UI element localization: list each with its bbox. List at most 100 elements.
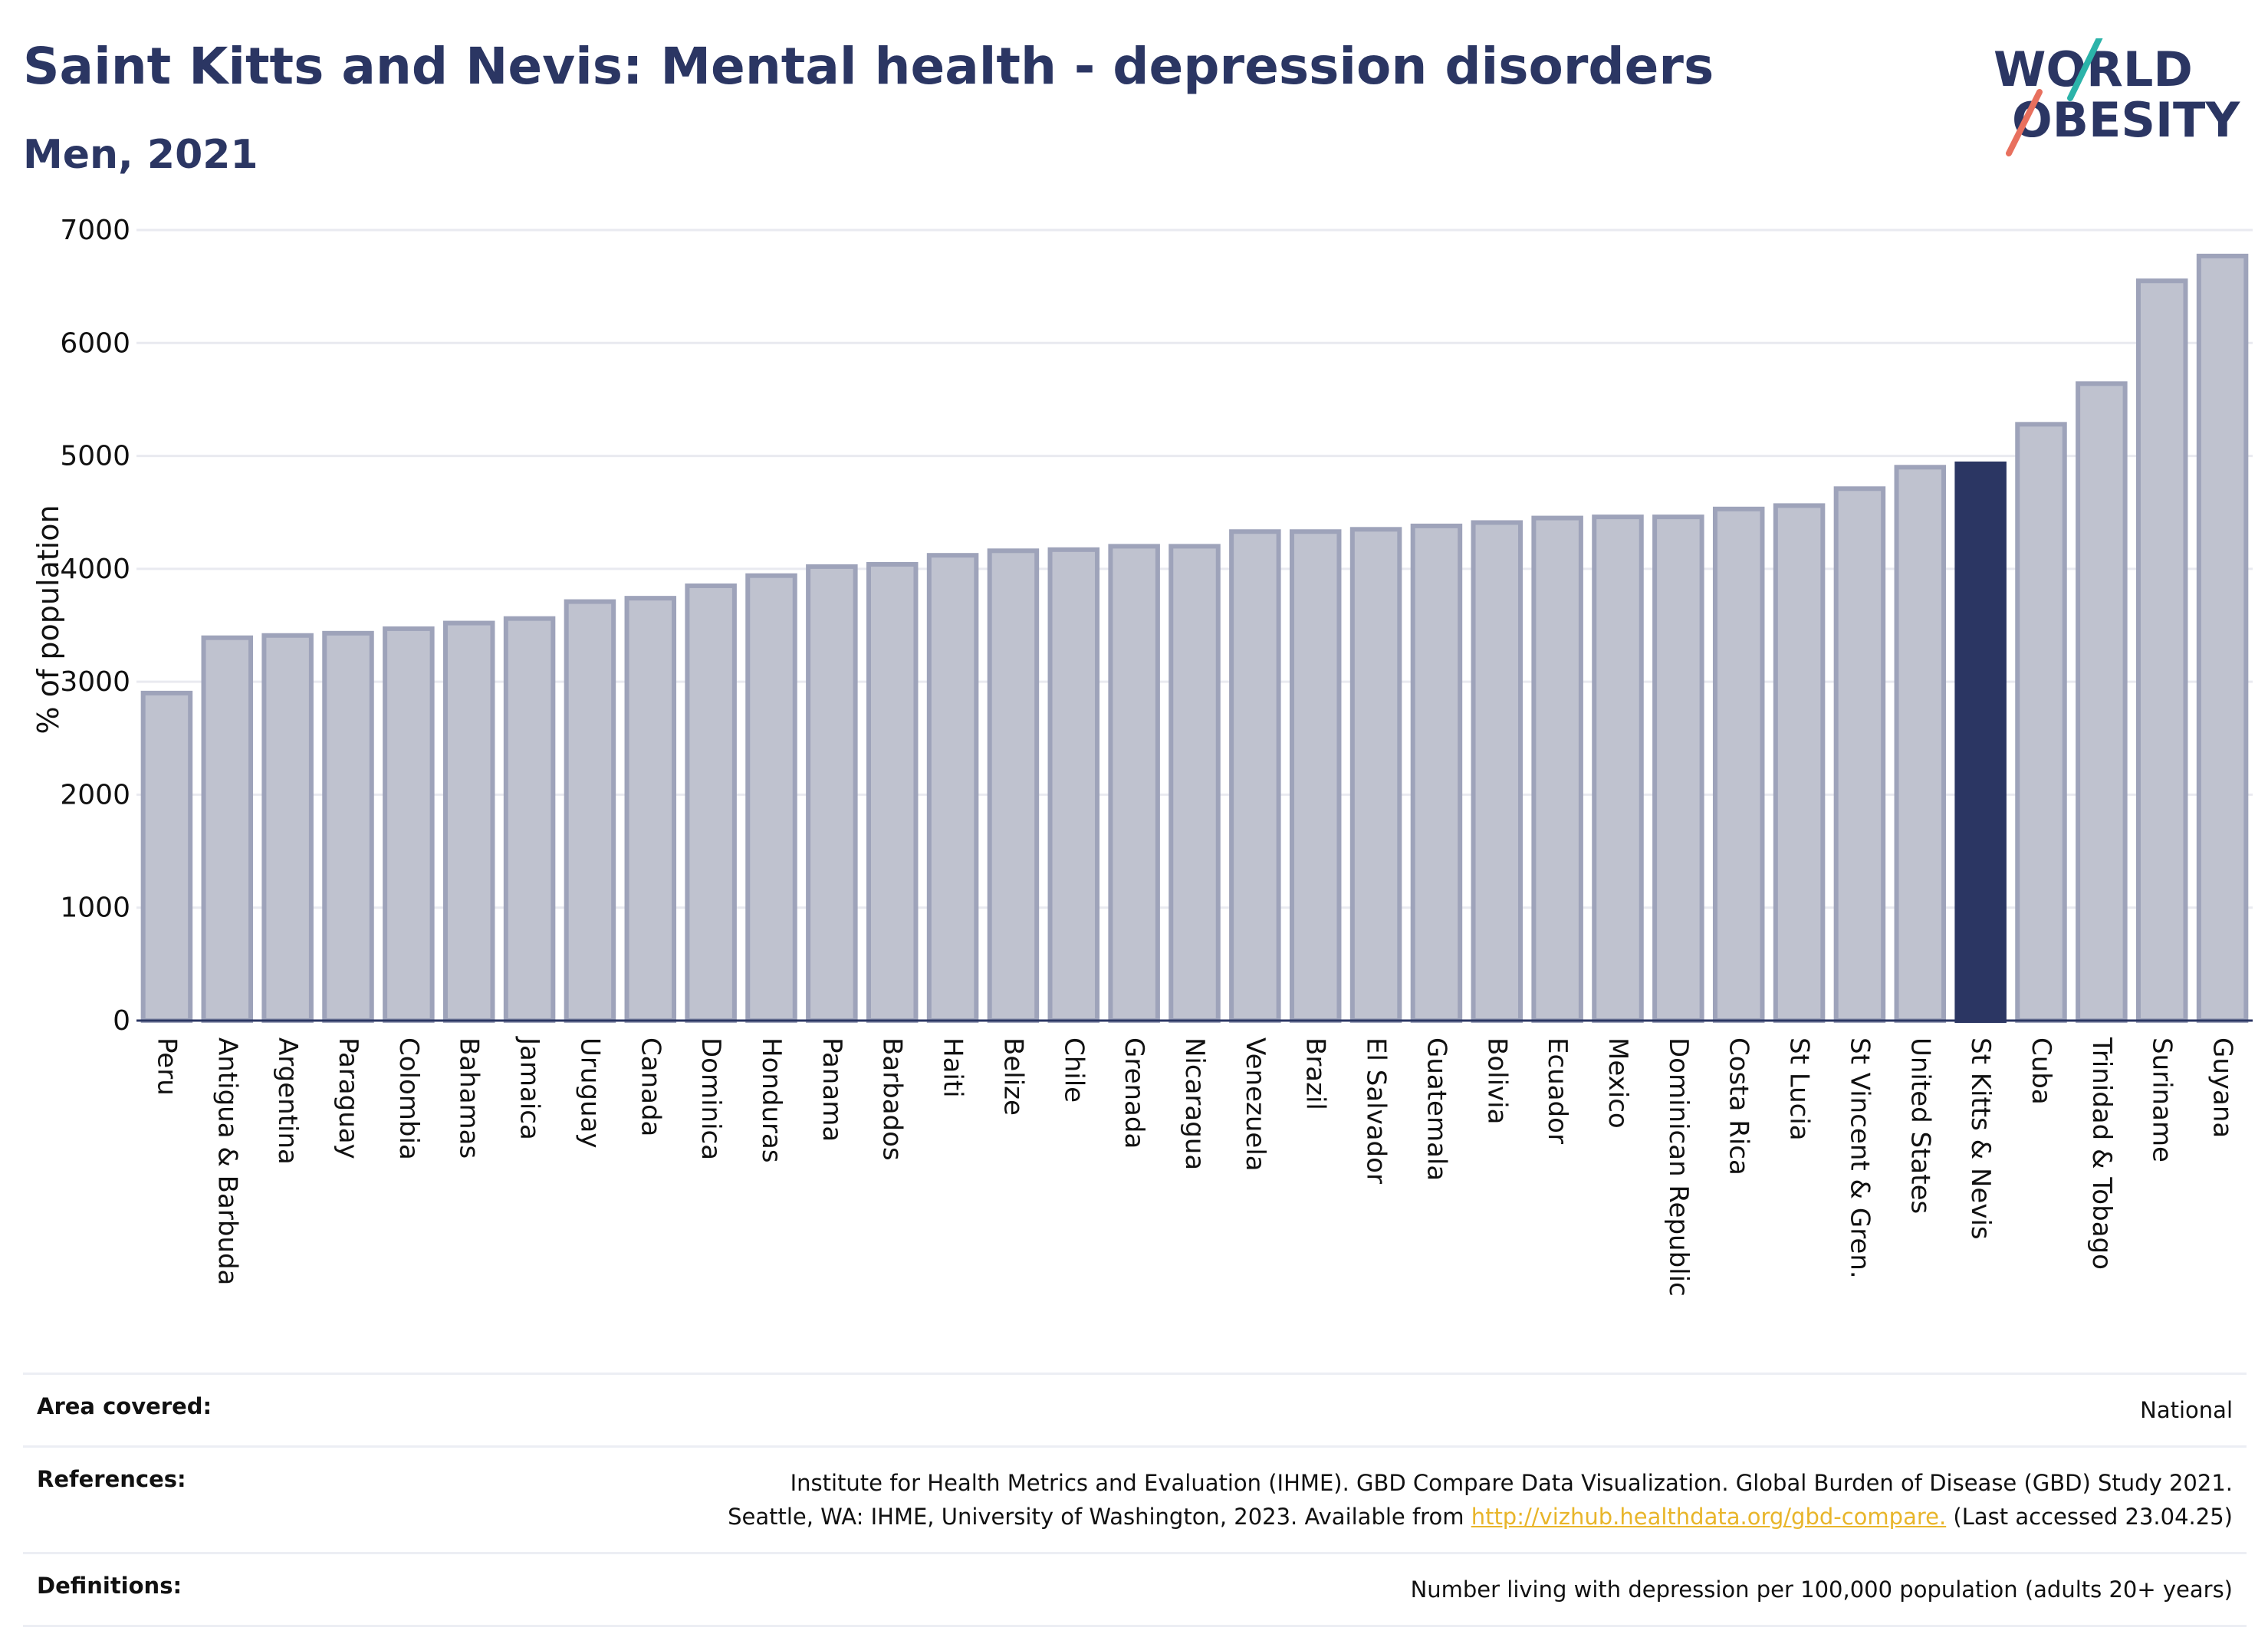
x-tick-label: Bolivia [1481,1037,1512,1124]
x-tick-label: Belize [998,1037,1028,1116]
x-tick-label: Costa Rica [1724,1037,1754,1175]
y-tick-label: 4000 [60,554,130,585]
bar [1712,506,1765,1023]
bar [1108,544,1160,1023]
x-tick-label: St Lucia [1784,1037,1815,1141]
bar [685,583,737,1023]
x-tick-label: Cuba [2026,1037,2056,1105]
x-tick-label: Nicaragua [1179,1037,1210,1170]
x-tick-label: Bahamas [454,1037,485,1159]
bar [624,596,677,1023]
references-link[interactable]: http://vizhub.healthdata.org/gbd-compare… [1471,1504,1947,1530]
x-tick-label: Peru [151,1037,182,1096]
bar [1169,544,1221,1023]
x-tick-label: Mexico [1602,1037,1633,1129]
bar [1894,465,1947,1023]
y-tick-label: 7000 [60,215,130,246]
bar [866,561,919,1023]
area-value: National [2140,1397,2233,1423]
x-tick-label: Suriname [2147,1037,2178,1162]
bars [140,253,2249,1024]
x-tick-label: Haiti [938,1037,968,1098]
bar [2135,278,2188,1023]
bar [926,553,979,1023]
x-tick-label: Dominica [695,1037,726,1160]
bar [564,599,616,1023]
y-tick-label: 0 [113,1005,130,1037]
references-line1: Institute for Health Metrics and Evaluat… [790,1470,2233,1496]
bar [2076,381,2128,1023]
bar [1471,520,1524,1023]
bar [322,630,374,1023]
bar [1652,515,1704,1023]
info-row-definitions: Definitions: Number living with depressi… [23,1552,2247,1627]
bar [1531,515,1583,1023]
x-tick-label: Brazil [1300,1037,1331,1110]
x-tick-label: Argentina [272,1037,303,1165]
bar [261,633,314,1024]
y-ticks: 0 1000 2000 3000 4000 5000 6000 7000 [60,215,130,1037]
references-label: References: [37,1466,186,1492]
definitions-label: Definitions: [37,1573,182,1599]
info-row-area: Area covered: National [23,1373,2247,1445]
bar [1773,503,1826,1023]
definitions-value: Number living with depression per 100,00… [1410,1576,2233,1603]
bar [745,573,797,1023]
logo-slash-coral-icon [2006,89,2043,156]
bar-highlight [1954,461,2007,1023]
y-tick-label: 2000 [60,779,130,810]
x-tick-label: Paraguay [333,1037,363,1159]
bar [1289,529,1342,1023]
bar [806,564,858,1023]
x-tick-label: Antigua & Barbuda [212,1037,242,1285]
references-value: Institute for Health Metrics and Evaluat… [728,1466,2233,1534]
x-tick-label: St Kitts & Nevis [1965,1037,1996,1240]
y-axis-title: % of population [31,505,65,734]
y-tick-label: 3000 [60,666,130,698]
references-line2-pre: Seattle, WA: IHME, University of Washing… [728,1504,1471,1530]
x-tick-label: Grenada [1119,1037,1149,1149]
x-tick-label: Panama [817,1037,847,1142]
x-tick-label: Jamaica [514,1036,545,1140]
x-tick-label: Trinidad & Tobago [2086,1037,2117,1270]
bar [503,616,556,1023]
references-line2-post: (Last accessed 23.04.25) [1946,1504,2233,1530]
bar-chart: 0 1000 2000 3000 4000 5000 6000 7000 Peru Antigu… [31,215,2253,1297]
bar [987,548,1040,1023]
bar [1047,547,1100,1023]
logo-line2: OBESITY [2012,92,2240,148]
y-tick-label: 1000 [60,893,130,924]
bar [383,626,435,1023]
bar [1833,486,1886,1023]
x-tick-label: Dominican Republic [1663,1037,1694,1297]
world-obesity-logo: WORLD OBESITY [1994,38,2240,156]
x-tick-label: Uruguay [574,1037,605,1149]
bar [2196,253,2249,1023]
x-tick-label: United States [1905,1037,1935,1214]
x-tick-label: St Vincent & Gren. [1844,1037,1875,1279]
chart-subtitle: Men, 2021 [23,132,258,178]
x-tick-label: Honduras [756,1037,787,1163]
info-table: Area covered: National References: Insti… [23,1373,2247,1627]
bar [140,690,193,1023]
x-tick-label: El Salvador [1361,1037,1392,1184]
x-tick-label: Ecuador [1542,1037,1573,1144]
logo-slash-teal-icon [2067,38,2103,101]
bar [1592,515,1644,1023]
bar [442,620,495,1023]
bar [1229,529,1281,1023]
y-tick-label: 5000 [60,441,130,472]
x-tick-label: Chile [1058,1037,1089,1103]
bar [201,635,254,1023]
x-tick-labels: Peru Antigua & Barbuda Argentina Paraguay Co… [151,1036,2237,1297]
x-tick-label: Barbados [877,1037,908,1161]
info-row-references: References: Institute for Health Metrics… [23,1445,2247,1552]
x-tick-label: Colombia [393,1037,424,1160]
bar [1410,523,1463,1023]
bar [1349,527,1402,1023]
x-tick-label: Guyana [2207,1037,2238,1138]
area-label: Area covered: [37,1393,212,1419]
x-tick-label: Canada [635,1037,666,1136]
x-tick-label: Venezuela [1240,1037,1270,1172]
x-tick-label: Guatemala [1421,1037,1451,1181]
